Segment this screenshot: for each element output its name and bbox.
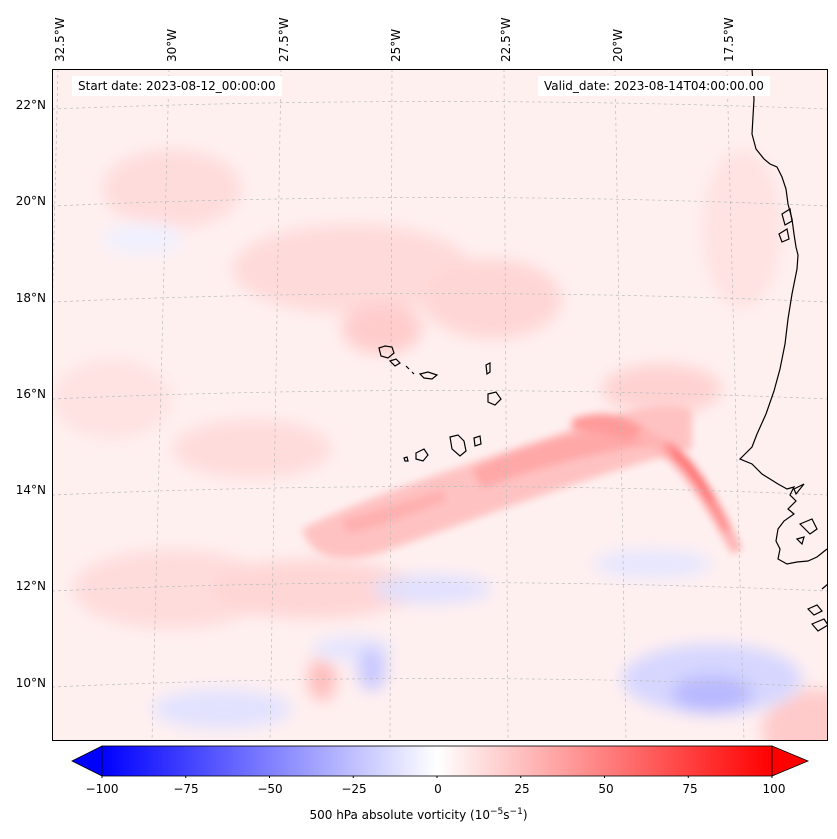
colorbar-label: 500 hPa absolute vorticity (10−5s−1) [309,807,528,822]
colorbar-extend-high [771,745,810,777]
colorbar-tick-marks [101,776,773,778]
colorbar-tick-label: 25 [514,782,530,796]
colorbar-tick-label: 75 [682,782,698,796]
lon-label-22-5w: 22.5°W [499,17,513,62]
lon-label-30w: 30°W [165,28,179,62]
lon-label-32-5w: 32.5°W [53,17,67,62]
negative-vorticity-field [102,224,802,729]
colorbar [71,745,810,778]
colorbar-tick-label: 50 [598,782,614,796]
colorbar-tick-label: −25 [341,782,367,796]
colorbar-body [101,745,773,777]
lon-label-27-5w: 27.5°W [277,17,291,62]
valid-date-label: Valid_date: 2023-08-14T04:00:00.00 [538,76,770,96]
lat-label-20n: 20°N [15,194,46,208]
lat-label-12n: 12°N [15,579,46,593]
gridlines [52,69,828,741]
lat-label-18n: 18°N [15,291,46,305]
lat-label-14n: 14°N [15,483,46,497]
colorbar-tick-label: 100 [762,782,786,796]
lat-label-16n: 16°N [15,387,46,401]
positive-vorticity-field [52,149,828,741]
colorbar-tick-label: −100 [85,782,119,796]
african-coastline [738,69,828,632]
lat-label-22n: 22°N [15,98,46,112]
map-panel [52,69,828,741]
start-date-label: Start date: 2023-08-12_00:00:00 [72,76,282,96]
cape-verde-islands [378,345,502,462]
colorbar-tick-label: −75 [173,782,199,796]
colorbar-extend-low [71,745,103,777]
colorbar-tick-label: −50 [257,782,283,796]
coastal-vorticity-streak [640,429,742,554]
lon-label-17-5w: 17.5°W [722,17,736,62]
colorbar-tick-label: 0 [434,782,442,796]
lat-label-10n: 10°N [15,676,46,690]
lon-label-20w: 20°W [611,28,625,62]
vorticity-band [302,405,692,559]
lon-label-25w: 25°W [389,28,403,62]
